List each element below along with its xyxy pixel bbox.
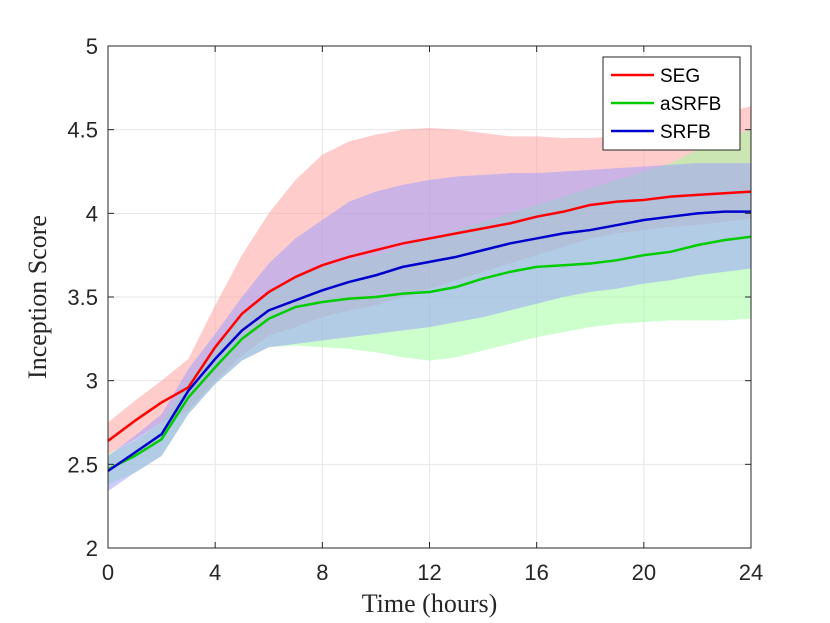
y-tick-label: 4 [86, 201, 98, 226]
legend-label: SRFB [660, 122, 711, 143]
y-tick-label: 4.5 [67, 118, 98, 143]
legend: SEG aSRFB SRFB [602, 56, 741, 151]
x-tick-label: 12 [417, 560, 441, 585]
x-tick-label: 16 [524, 560, 548, 585]
x-tick-label: 0 [102, 560, 114, 585]
band-srfb [108, 163, 751, 492]
y-tick-label: 3 [86, 369, 98, 394]
y-axis-label: Inception Score [23, 215, 52, 379]
y-tick-label: 5 [86, 34, 98, 59]
x-tick-label: 8 [316, 560, 328, 585]
legend-label: SEG [660, 66, 700, 87]
x-axis-label: Time (hours) [362, 589, 498, 618]
axis-ticks [107, 45, 752, 549]
x-tick-label: 20 [632, 560, 656, 585]
y-tick-label: 2 [86, 536, 98, 561]
x-tick-label: 4 [209, 560, 221, 585]
x-tick-labels: 0 4 8 12 16 20 24 [102, 560, 763, 585]
line-srfb [107, 210, 751, 473]
y-tick-label: 2.5 [67, 452, 98, 477]
y-tick-label: 3.5 [67, 285, 98, 310]
x-tick-label: 24 [739, 560, 763, 585]
legend-label: aSRFB [660, 94, 721, 115]
confidence-bands [108, 106, 751, 492]
line-asrfb [107, 235, 752, 471]
line-seg [107, 190, 752, 442]
series-lines [107, 190, 752, 473]
y-tick-labels: 2 2.5 3 3.5 4 4.5 5 [67, 34, 98, 561]
